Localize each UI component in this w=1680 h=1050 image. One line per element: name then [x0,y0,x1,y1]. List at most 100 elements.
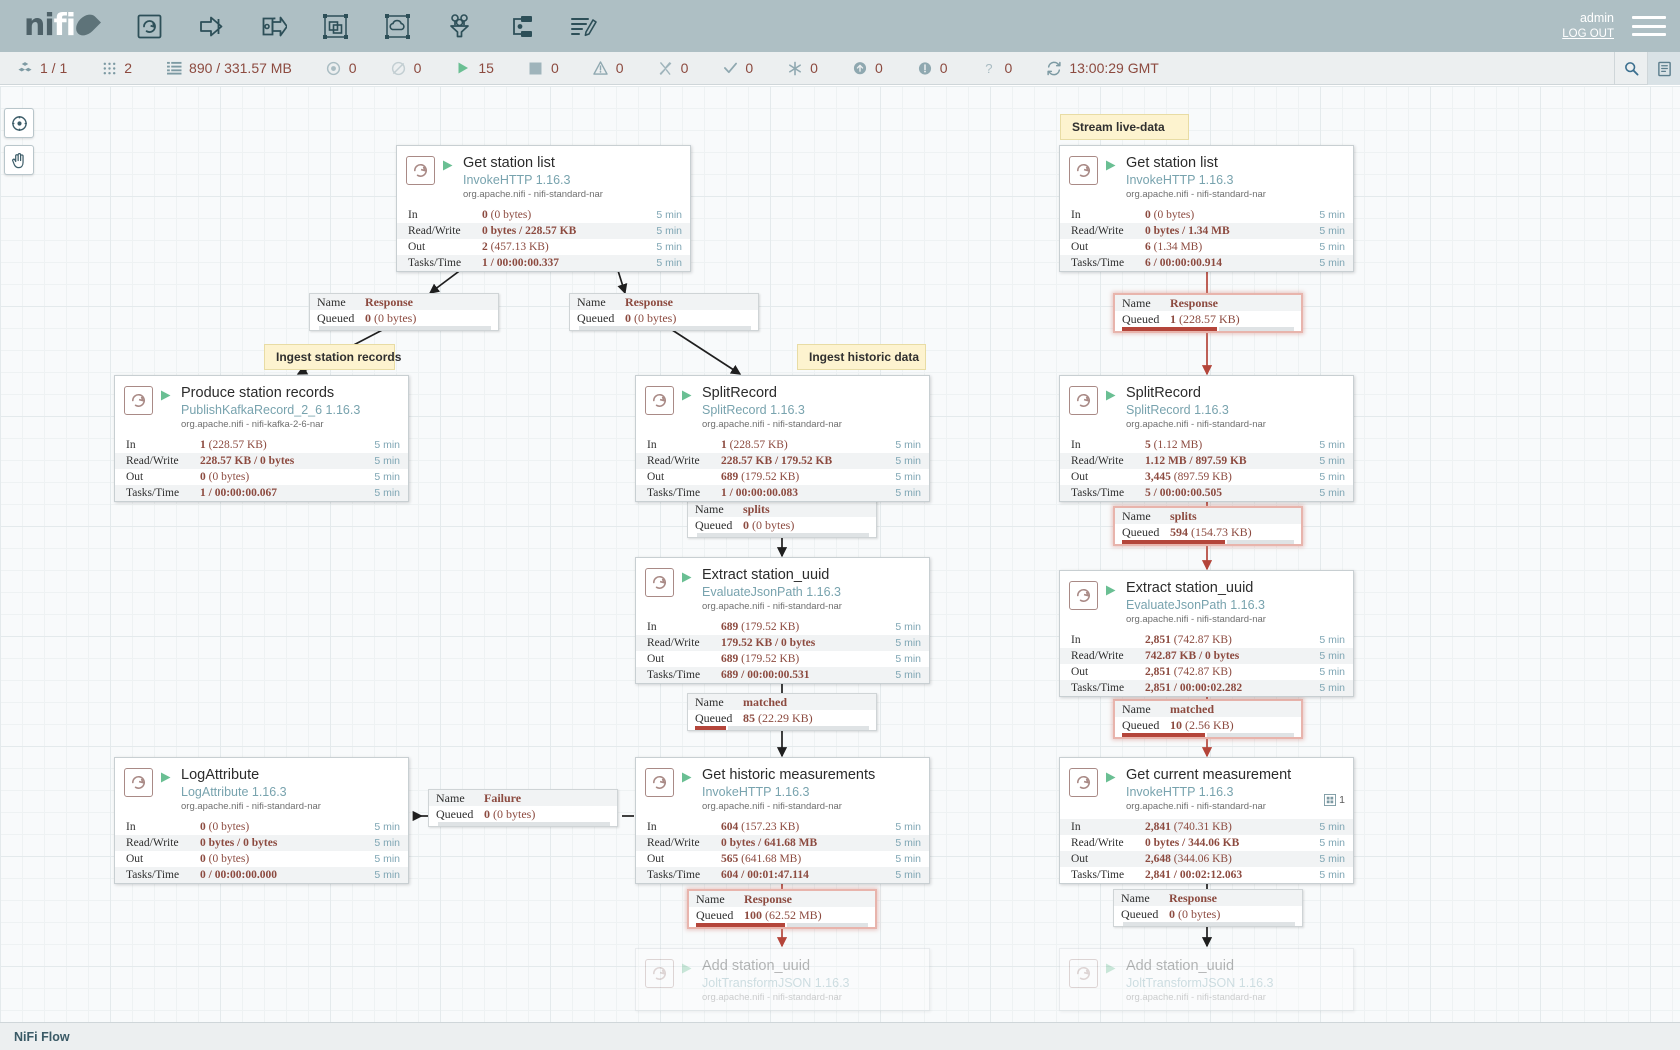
processor-bundle: org.apache.nifi - nifi-standard-nar [702,600,842,612]
hamburger-bar [1632,16,1666,19]
processor-stat-row: In 604 (157.23 KB) 5 min [636,819,929,835]
stat-label: Out [408,241,426,254]
logout-link[interactable]: LOG OUT [1562,27,1614,40]
label-ingest-historic-data[interactable]: Ingest historic data [797,344,926,370]
stat-value: 2 (457.13 KB) [482,241,549,254]
processor-type: PublishKafkaRecord_2_6 1.16.3 [181,403,361,418]
status-last-refresh: 13:00:29 GMT [1029,60,1176,76]
processor-type: InvokeHTTP 1.16.3 [702,785,810,800]
connection-response-historic-bottom[interactable]: Name Response Queued 100 (62.52 MB) [687,889,877,929]
hand-icon[interactable] [4,145,34,175]
stat-value: 5 (1.12 MB) [1145,439,1203,452]
connection-matched-live[interactable]: Name matched Queued 10 (2.56 KB) [1113,699,1303,739]
processor-icon [645,959,674,988]
bulletin-board-button[interactable] [1647,52,1680,85]
run-status-icon [441,159,457,175]
processor-stat-row: In 2,851 (742.87 KB) 5 min [1060,632,1353,648]
processor-stat-row: In 0 (0 bytes) 5 min [397,207,690,223]
connection-failure-to-logattribute[interactable]: Name Failure Queued 0 (0 bytes) [428,789,618,827]
processor-text: SplitRecord SplitRecord 1.16.3 org.apache.… [702,385,920,430]
connection-name-value: matched [743,694,787,709]
connection-name-key: Name [696,891,725,906]
backpressure-bar [688,533,876,537]
status-running-components: 15 [438,60,511,76]
connection-response-live-bottom[interactable]: Name Response Queued 0 (0 bytes) [1113,889,1303,927]
flow-canvas[interactable]: Ingest station records Ingest historic da… [0,86,1680,1050]
birdseye-icon[interactable] [4,108,34,138]
processor-stat-row: Read/Write 1.12 MB / 897.59 KB 5 min [1060,453,1353,470]
breadcrumb-bar: NiFi Flow [0,1022,1680,1050]
process-group-tool[interactable] [304,0,366,52]
connection-queued-row: Queued 85 (22.29 KB) [688,710,876,726]
processor-stat-row: Out 565 (641.68 MB) 5 min [636,851,929,867]
processor-add-station-uuid-live[interactable]: Add station_uuid JoltTransformJSON 1.16.3… [1059,948,1354,1012]
connection-response-to-splitrecord-historic[interactable]: Name Response Queued 0 (0 bytes) [569,293,759,331]
processor-splitrecord-live[interactable]: SplitRecord SplitRecord 1.16.3 org.apache.… [1059,375,1354,503]
stat-value: 565 (641.68 MB) [721,853,802,866]
connection-matched-historic[interactable]: Name matched Queued 85 (22.29 KB) [687,693,877,731]
connection-splits-historic[interactable]: Name splits Queued 0 (0 bytes) [687,500,877,538]
global-menu-button[interactable] [1632,12,1666,40]
stat-window: 5 min [895,669,921,682]
processor-type: SplitRecord 1.16.3 [702,403,805,418]
template-tool[interactable] [490,0,552,52]
status-queued-flowfiles: 890 / 331.57 MB [149,60,309,76]
processor-add-station-uuid-historic[interactable]: Add station_uuid JoltTransformJSON 1.16.3… [635,948,930,1012]
connection-name-row: Name Response [570,294,758,310]
stat-value: 0 bytes / 1.34 MB [1145,225,1230,238]
status-active-threads: 1 / 1 [0,60,84,76]
connection-response-to-splitrecord-live[interactable]: Name Response Queued 1 (228.57 KB) [1113,293,1303,333]
stat-value: 2,851 (742.87 KB) [1145,666,1232,679]
processor-extract-station-uuid-historic[interactable]: Extract station_uuid EvaluateJsonPath 1.1… [635,557,930,685]
label-tool[interactable] [552,0,614,52]
connection-name-value: Response [744,891,793,906]
input-port-tool[interactable] [180,0,242,52]
funnel-tool[interactable] [428,0,490,52]
label-stream-live-data[interactable]: Stream live-data [1060,114,1189,140]
processor-type: InvokeHTTP 1.16.3 [1126,785,1234,800]
stat-window: 5 min [895,471,921,484]
connection-queued-row: Queued 0 (0 bytes) [570,310,758,326]
question-icon: ? [982,60,998,76]
processor-splitrecord-historic[interactable]: SplitRecord SplitRecord 1.16.3 org.apache.… [635,375,930,503]
run-status-icon [1104,771,1120,787]
output-port-tool[interactable] [242,0,304,52]
connection-name-value: matched [1170,701,1214,716]
stat-window: 5 min [1319,682,1345,695]
processor-tool[interactable] [118,0,180,52]
breadcrumb[interactable]: NiFi Flow [14,1029,70,1044]
run-status-icon [159,771,175,787]
processor-get-station-list-live[interactable]: Get station list InvokeHTTP 1.16.3 org.apa… [1059,145,1354,273]
processor-extract-station-uuid-live[interactable]: Extract station_uuid EvaluateJsonPath 1.1… [1059,570,1354,698]
processor-stat-row: In 2,841 (740.31 KB) 5 min [1060,819,1353,836]
label-ingest-station-records[interactable]: Ingest station records [264,344,401,370]
processor-get-current-measurement[interactable]: Get current measurement InvokeHTTP 1.16.3… [1059,757,1354,885]
connection-splits-live[interactable]: Name splits Queued 594 (154.73 KB) [1113,506,1303,546]
processor-get-station-list-historic[interactable]: Get station list InvokeHTTP 1.16.3 org.apa… [396,145,691,273]
processor-name: Add station_uuid [702,958,811,974]
processor-text: Add station_uuid JoltTransformJSON 1.16.3… [1126,958,1344,1003]
backpressure-bar [1115,540,1301,544]
status-stale-versions: 0 [835,60,900,76]
stat-label: Read/Write [1071,837,1124,850]
connection-name-value: Response [1170,295,1219,310]
stat-window: 5 min [895,821,921,834]
processor-get-historic-measurements[interactable]: Get historic measurements InvokeHTTP 1.16… [635,757,930,885]
stat-value: 5 / 00:00:00.505 [1145,487,1222,500]
stat-value: 1 / 00:00:00.067 [200,487,277,500]
stat-value: 2,851 (742.87 KB) [1145,634,1232,647]
connection-queued-value: 1 (228.57 KB) [1170,311,1240,326]
connection-name-key: Name [577,294,606,309]
stat-label: Out [1071,471,1089,484]
processor-produce-station-records[interactable]: Produce station records PublishKafkaRecor… [114,375,409,503]
nifi-wordmark: nifi [24,8,76,43]
connection-response-to-produce[interactable]: Name Response Queued 0 (0 bytes) [309,293,499,331]
processor-logattribute[interactable]: LogAttribute LogAttribute 1.16.3 org.apach… [114,757,409,885]
connection-queued-value: 0 (0 bytes) [484,806,536,821]
processor-header: Get station list InvokeHTTP 1.16.3 org.apa… [397,146,690,207]
component-toolbar [118,0,614,52]
processor-text: Extract station_uuid EvaluateJsonPath 1.1… [702,567,920,612]
search-button[interactable] [1614,52,1647,85]
stat-label: Out [1071,853,1089,866]
remote-process-group-tool[interactable] [366,0,428,52]
